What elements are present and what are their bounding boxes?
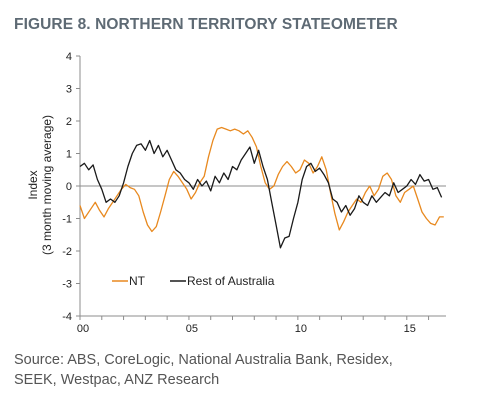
x-tick-label: 10	[295, 323, 307, 335]
legend-label-nt: NT	[129, 274, 146, 288]
y-tick-label: 2	[66, 116, 72, 128]
source-line-1: Source: ABS, CoreLogic, National Austral…	[14, 352, 393, 368]
y-tick-label: 4	[66, 51, 72, 63]
source-note: Source: ABS, CoreLogic, National Austral…	[14, 350, 484, 390]
y-tick-label: 3	[66, 84, 72, 96]
series-line-rest-of-australia	[79, 139, 443, 249]
legend-label-rest-of-australia: Rest of Australia	[187, 274, 275, 288]
y-tick-label: -1	[62, 214, 72, 226]
source-line-2: SEEK, Westpac, ANZ Research	[14, 372, 220, 388]
y-tick-label: -3	[62, 279, 72, 291]
y-axis-label-sub: (3 month moving average)	[40, 115, 54, 255]
y-tick-label: -2	[62, 246, 72, 258]
y-tick-label: 0	[66, 181, 72, 193]
y-tick-labels: 4 3 2 1 0 -1 -2 -3 -4	[62, 51, 80, 323]
y-axis-label: Index	[26, 170, 40, 199]
chart-legend: NT Rest of Australia	[112, 274, 275, 288]
x-tick-label: 05	[186, 323, 198, 335]
chart-title: FIGURE 8. NORTHERN TERRITORY STATEOMETER	[14, 16, 398, 33]
x-tick-label: 15	[404, 323, 416, 335]
x-tick-labels: 00 05 10 15	[77, 316, 430, 335]
series-lines	[79, 126, 444, 249]
y-tick-label: -4	[62, 311, 72, 323]
x-tick-label: 00	[77, 323, 89, 335]
series-line-nt	[79, 126, 444, 233]
y-tick-label: 1	[66, 149, 72, 161]
